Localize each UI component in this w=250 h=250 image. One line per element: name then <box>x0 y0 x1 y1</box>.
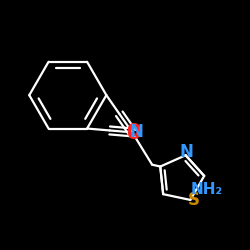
Text: NH₂: NH₂ <box>191 182 223 197</box>
Text: O: O <box>126 124 140 142</box>
Text: N: N <box>180 143 194 161</box>
Text: N: N <box>130 123 144 141</box>
Text: S: S <box>187 191 199 209</box>
Text: O: O <box>126 122 140 140</box>
